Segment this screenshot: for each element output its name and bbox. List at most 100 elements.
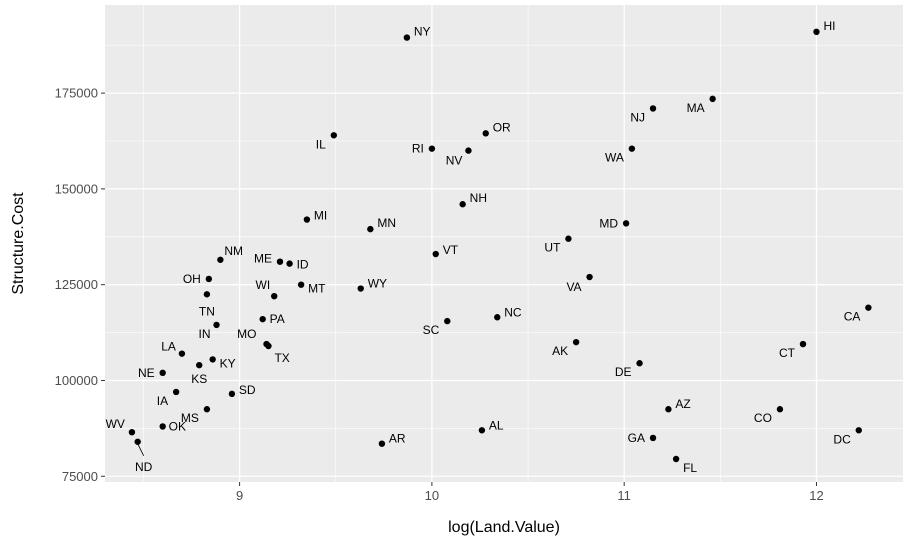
point-label-mt: MT: [308, 282, 326, 296]
point-label-wv: WV: [106, 417, 125, 431]
point-label-al: AL: [489, 418, 504, 432]
x-tick-label: 11: [617, 488, 631, 503]
y-tick-label: 75000: [62, 469, 98, 484]
data-point-wi: [271, 292, 278, 300]
x-tick-label: 12: [809, 488, 823, 503]
data-point-mt: [297, 281, 305, 288]
point-label-ny: NY: [414, 25, 431, 39]
point-label-or: OR: [493, 120, 511, 134]
point-label-ri: RI: [412, 142, 424, 156]
data-point-ma: [709, 95, 716, 103]
point-label-oh: OH: [183, 272, 201, 286]
point-label-la: LA: [161, 340, 176, 354]
y-tick-label: 125000: [55, 277, 98, 292]
point-label-ca: CA: [844, 310, 861, 324]
point-label-mn: MN: [377, 216, 396, 230]
point-label-ia: IA: [157, 394, 168, 408]
data-point-ok: [159, 423, 166, 430]
data-point-md: [622, 220, 630, 227]
data-point-me: [276, 258, 284, 265]
point-label-wa: WA: [605, 151, 624, 165]
plot-panel: [105, 5, 903, 482]
data-point-nj: [649, 105, 657, 112]
point-label-pa: PA: [270, 312, 285, 326]
data-point-ia: [172, 388, 180, 396]
point-label-ms: MS: [181, 411, 199, 425]
point-label-tn: TN: [199, 304, 215, 318]
point-label-az: AZ: [675, 397, 690, 411]
data-point-ar: [378, 440, 386, 447]
data-point-hi: [813, 28, 820, 36]
data-point-sd: [228, 390, 236, 398]
point-label-dc: DC: [833, 432, 851, 446]
y-tick-label: 150000: [55, 181, 98, 196]
data-point-il: [330, 132, 338, 139]
point-label-nh: NH: [470, 191, 487, 205]
y-tick-label: 100000: [55, 373, 98, 388]
data-point-mi: [303, 216, 311, 223]
point-label-nd: ND: [135, 460, 153, 474]
data-point-or: [482, 130, 489, 137]
data-point-oh: [205, 275, 213, 283]
data-point-ky: [209, 356, 216, 363]
grid-lines: [105, 5, 903, 482]
y-axis-ticks: 75000 100000 125000 150000 175000: [55, 86, 105, 484]
point-label-ne: NE: [138, 366, 155, 380]
x-axis-ticks: 9 10 11 12: [236, 482, 824, 503]
point-label-de: DE: [615, 365, 632, 379]
point-label-in: IN: [199, 327, 211, 341]
point-label-sd: SD: [239, 383, 256, 397]
point-label-mo: MO: [237, 327, 256, 341]
data-point-wv: [128, 428, 136, 436]
y-axis-title: Structure.Cost: [10, 192, 27, 295]
point-label-nc: NC: [504, 305, 522, 319]
data-point-tx: [265, 342, 272, 350]
point-label-id: ID: [297, 258, 309, 272]
data-point-ak: [572, 338, 580, 346]
data-point-wa: [628, 145, 636, 152]
data-point-nh: [459, 201, 466, 208]
point-label-vt: VT: [443, 243, 459, 257]
point-label-ky: KY: [220, 356, 236, 370]
point-label-me: ME: [254, 252, 272, 266]
point-label-ak: AK: [552, 344, 568, 358]
point-label-ma: MA: [687, 101, 705, 115]
data-point-mn: [367, 225, 374, 233]
data-point-al: [478, 427, 486, 434]
data-point-sc: [444, 317, 451, 325]
x-tick-label: 9: [236, 488, 243, 503]
data-point-co: [776, 406, 784, 413]
data-point-dc: [855, 427, 862, 434]
data-point-ut: [565, 235, 572, 242]
point-label-ga: GA: [628, 431, 645, 445]
data-point-id: [286, 260, 293, 267]
data-point-vt: [432, 250, 439, 258]
point-label-hi: HI: [823, 19, 835, 33]
point-label-ut: UT: [544, 241, 561, 255]
data-point-la: [178, 350, 186, 357]
data-point-ga: [649, 434, 657, 442]
x-axis-title: log(Land.Value): [448, 519, 560, 536]
data-point-ca: [865, 304, 872, 311]
data-points: [128, 28, 872, 463]
x-tick-label: 10: [425, 488, 439, 503]
data-point-ne: [159, 369, 166, 377]
data-point-tn: [203, 291, 211, 298]
data-point-pa: [259, 315, 266, 323]
data-point-nd: [134, 438, 141, 445]
data-point-ks: [196, 361, 203, 369]
data-point-ri: [428, 145, 436, 152]
point-labels: NY HI MA NJ IL OR RI NV WA NH MI MN MD UT VT NM ME ID OH WI…: [106, 19, 861, 475]
point-label-sc: SC: [423, 323, 440, 337]
point-label-nj: NJ: [630, 110, 645, 124]
label-leader-line: [137, 443, 145, 456]
point-label-fl: FL: [683, 461, 697, 475]
data-point-fl: [672, 455, 680, 463]
point-label-nv: NV: [446, 154, 463, 168]
data-point-ms: [203, 406, 211, 413]
point-label-va: VA: [566, 280, 581, 294]
point-label-wy: WY: [368, 277, 387, 291]
y-tick-label: 175000: [55, 86, 98, 101]
point-label-co: CO: [754, 411, 772, 425]
